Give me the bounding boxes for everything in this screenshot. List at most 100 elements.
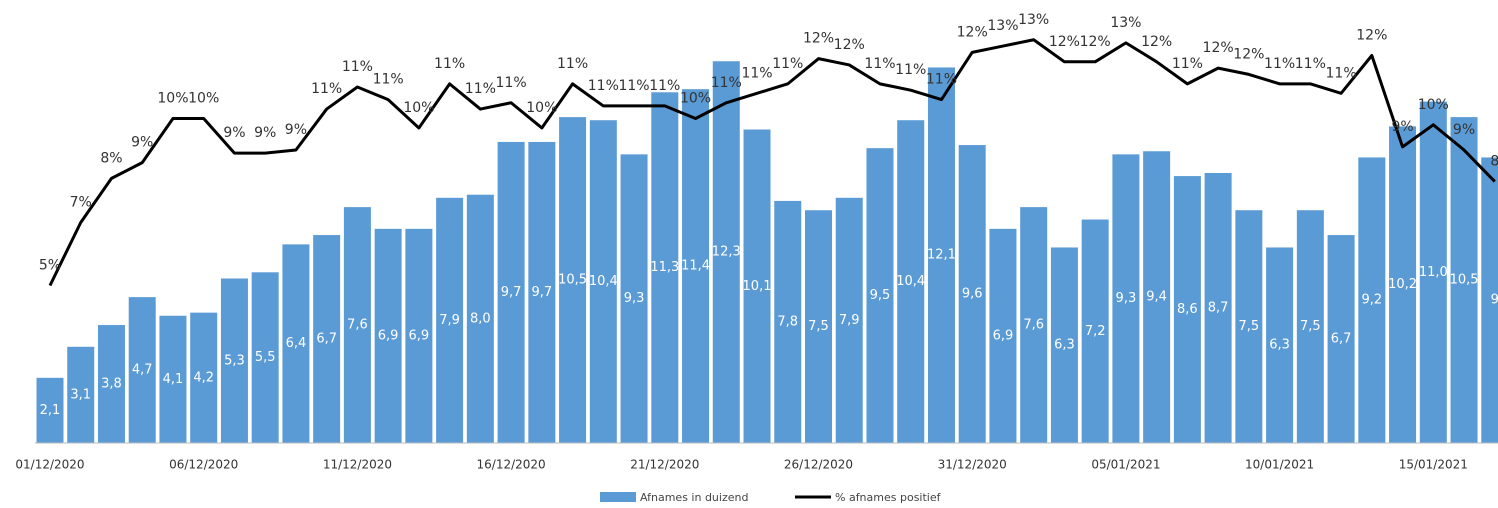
bar	[1235, 210, 1263, 443]
bar	[1112, 154, 1140, 443]
bar	[1419, 101, 1447, 443]
line-value-label: 11%	[1326, 65, 1357, 81]
bar	[282, 244, 310, 443]
bar-value-label: 7,5	[808, 319, 829, 334]
bar	[343, 207, 371, 443]
bar	[128, 297, 156, 443]
bar	[620, 154, 648, 443]
bar-value-label: 8,6	[1177, 302, 1198, 317]
bar	[989, 228, 1017, 443]
line-value-label: 11%	[434, 56, 465, 72]
bar	[589, 120, 617, 443]
bar-value-label: 6,7	[316, 332, 337, 347]
legend-label: Afnames in duizend	[640, 491, 748, 504]
bar	[866, 148, 894, 444]
bar	[497, 141, 525, 443]
bar-value-label: 10,4	[589, 274, 618, 289]
bar	[651, 92, 679, 443]
bar	[159, 315, 187, 443]
line-value-label: 13%	[1018, 12, 1049, 28]
bar-value-label: 4,2	[193, 370, 214, 385]
line-value-label: 11%	[864, 56, 895, 72]
bar-value-label: 6,3	[1054, 338, 1075, 353]
line-value-label: 11%	[618, 78, 649, 94]
x-tick-label: 31/12/2020	[938, 458, 1007, 472]
plot: 2,1 3,1 3,8 4,7 4,1 4,2 5,3 5,5 6,4 6,7 7,6 6,9 6,9 7…	[15, 12, 1498, 472]
bar-value-label: 9,7	[531, 285, 552, 300]
bar-value-label: 6,7	[1331, 332, 1352, 347]
line-value-label: 10%	[680, 91, 711, 107]
legend-swatch	[600, 492, 636, 502]
bar	[528, 141, 556, 443]
bar-value-label: 3,8	[101, 377, 122, 392]
bar-value-label: 9,3	[624, 291, 645, 306]
bar	[1020, 207, 1048, 443]
bar	[712, 61, 740, 443]
bar	[1358, 157, 1386, 443]
line-value-label: 9%	[1391, 119, 1413, 135]
line-value-label: 12%	[1141, 34, 1172, 50]
bar-value-label: 2,1	[40, 403, 61, 418]
bar-value-label: 8,0	[470, 311, 491, 326]
bar	[97, 325, 125, 443]
line-value-label: 11%	[588, 78, 619, 94]
line-value-label: 10%	[526, 100, 557, 116]
bar	[1481, 157, 1498, 443]
line-value-label: 12%	[1080, 34, 1111, 50]
bar-value-label: 12,1	[927, 248, 956, 263]
bar	[67, 346, 95, 443]
bar	[927, 67, 955, 444]
line-value-label: 11%	[1295, 56, 1326, 72]
line-value-label: 5%	[39, 257, 61, 273]
line-value-label: 12%	[834, 37, 865, 53]
x-tick-label: 01/12/2020	[15, 458, 84, 472]
line-value-label: 12%	[803, 31, 834, 47]
bar-value-label: 11,0	[1419, 265, 1448, 280]
line-value-label: 11%	[373, 72, 404, 88]
legend: Afnames in duizend % afnames positief	[600, 491, 942, 504]
bar	[1266, 247, 1294, 443]
bar	[36, 377, 64, 443]
line-value-label: 9%	[131, 135, 153, 151]
bar	[743, 129, 771, 443]
line-value-label: 10%	[188, 91, 219, 107]
bar-value-label: 3,1	[70, 387, 91, 402]
bar	[190, 312, 218, 443]
x-tick-label: 05/01/2021	[1091, 458, 1160, 472]
line-value-label: 13%	[1110, 15, 1141, 31]
bar	[374, 228, 402, 443]
bar-value-label: 7,2	[1085, 324, 1106, 339]
bar-value-label: 10,1	[743, 279, 772, 294]
bar-value-label: 9,3	[1116, 291, 1137, 306]
bar-value-label: 10,2	[1388, 277, 1417, 292]
line-value-label: 9%	[1453, 122, 1475, 138]
bar-value-label: 10,5	[558, 273, 587, 288]
line-value-label: 11%	[496, 75, 527, 91]
bar-value-label: 9	[1491, 293, 1498, 308]
bar-value-label: 10,5	[1450, 273, 1479, 288]
line-value-label: 11%	[557, 56, 588, 72]
bar	[1204, 172, 1232, 443]
bar	[958, 145, 986, 444]
line-value-label: 11%	[772, 56, 803, 72]
bar-value-label: 5,3	[224, 353, 245, 368]
bar-value-label: 6,9	[378, 328, 399, 343]
line-value-label: 11%	[711, 75, 742, 91]
bar	[805, 210, 832, 443]
x-tick-label: 10/01/2021	[1245, 458, 1314, 472]
bar-value-label: 5,5	[255, 350, 276, 365]
legend-label: % afnames positief	[835, 491, 942, 504]
bar-value-label: 9,4	[1146, 290, 1167, 305]
line	[48, 38, 1496, 287]
bar-value-label: 6,9	[409, 328, 430, 343]
bar-value-label: 6,9	[993, 328, 1014, 343]
line-value-label: 9%	[223, 125, 245, 141]
line-value-label: 13%	[987, 18, 1018, 34]
bar	[1050, 247, 1078, 443]
bar-value-label: 7,6	[1023, 318, 1044, 333]
line-value-label: 11%	[741, 65, 772, 81]
bar-value-label: 4,7	[132, 363, 153, 378]
line-value-label: 11%	[926, 72, 957, 88]
bar	[1327, 235, 1355, 443]
line-value-label: 11%	[1172, 56, 1203, 72]
